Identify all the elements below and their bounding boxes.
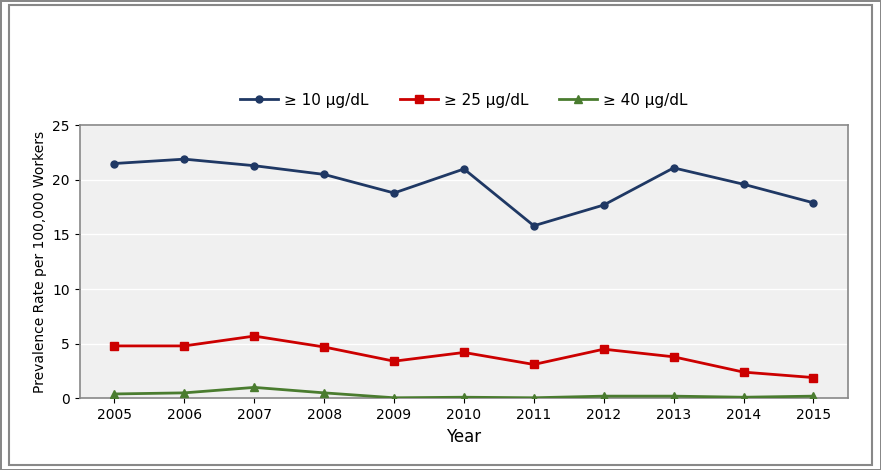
≥ 10 μg/dL [669, 165, 679, 171]
≥ 40 μg/dL [179, 390, 189, 396]
≥ 25 μg/dL [598, 346, 609, 352]
≥ 10 μg/dL [249, 163, 260, 169]
≥ 40 μg/dL [459, 394, 470, 400]
≥ 10 μg/dL [738, 181, 749, 187]
≥ 40 μg/dL [389, 395, 399, 400]
≥ 40 μg/dL [249, 384, 260, 390]
Y-axis label: Prevalence Rate per 100,000 Workers: Prevalence Rate per 100,000 Workers [33, 131, 47, 393]
≥ 10 μg/dL [459, 166, 470, 172]
≥ 25 μg/dL [109, 343, 120, 349]
X-axis label: Year: Year [447, 428, 482, 446]
≥ 25 μg/dL [738, 369, 749, 375]
Line: ≥ 25 μg/dL: ≥ 25 μg/dL [110, 332, 818, 382]
≥ 25 μg/dL [389, 358, 399, 364]
Line: ≥ 40 μg/dL: ≥ 40 μg/dL [110, 383, 818, 402]
≥ 40 μg/dL [808, 393, 818, 399]
≥ 10 μg/dL [319, 172, 329, 177]
≥ 40 μg/dL [529, 395, 539, 400]
≥ 25 μg/dL [179, 343, 189, 349]
≥ 25 μg/dL [808, 375, 818, 380]
≥ 10 μg/dL [598, 202, 609, 208]
≥ 25 μg/dL [319, 344, 329, 350]
≥ 25 μg/dL [249, 333, 260, 339]
≥ 40 μg/dL [598, 393, 609, 399]
≥ 25 μg/dL [529, 361, 539, 367]
≥ 25 μg/dL [459, 350, 470, 355]
≥ 40 μg/dL [669, 393, 679, 399]
≥ 10 μg/dL [808, 200, 818, 206]
≥ 40 μg/dL [738, 394, 749, 400]
≥ 25 μg/dL [669, 354, 679, 360]
Legend: ≥ 10 μg/dL, ≥ 25 μg/dL, ≥ 40 μg/dL: ≥ 10 μg/dL, ≥ 25 μg/dL, ≥ 40 μg/dL [234, 86, 694, 114]
≥ 40 μg/dL [109, 391, 120, 397]
≥ 10 μg/dL [179, 157, 189, 162]
≥ 10 μg/dL [529, 223, 539, 228]
≥ 10 μg/dL [109, 161, 120, 166]
≥ 10 μg/dL [389, 190, 399, 196]
≥ 40 μg/dL [319, 390, 329, 396]
Line: ≥ 10 μg/dL: ≥ 10 μg/dL [111, 156, 817, 229]
